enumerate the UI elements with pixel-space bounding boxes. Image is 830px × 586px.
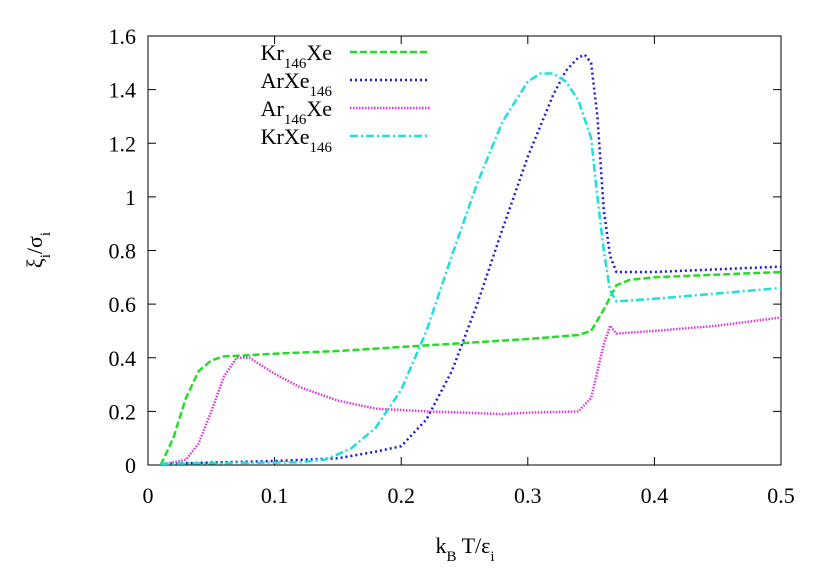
y-tick-label: 0.2: [109, 399, 137, 424]
y-tick-label: 0.4: [109, 346, 137, 371]
x-tick-label: 0.5: [767, 483, 795, 508]
label-part: /σ: [22, 236, 47, 254]
y-axis-label: ξi/σi: [22, 232, 54, 268]
legend-label-part: 146: [284, 56, 307, 72]
legend-label-part: Kr: [261, 40, 285, 65]
legend-label-part: ArXe: [261, 68, 310, 93]
y-tick-label: 1.6: [109, 24, 137, 49]
x-tick-label: 0.2: [387, 483, 415, 508]
series-line: [159, 270, 782, 466]
y-tick-label: 0: [125, 453, 136, 478]
plot-frame: [147, 35, 782, 466]
series-line: [160, 53, 782, 465]
legend-label-part: KrXe: [261, 124, 310, 149]
x-axis-label: kB T/εi: [435, 533, 494, 565]
y-tick-label: 1.4: [109, 78, 137, 103]
legend-label-part: 146: [310, 140, 333, 156]
label-part: B: [446, 549, 456, 565]
y-tick-label: 0.8: [109, 239, 137, 264]
y-tick-label: 1: [125, 185, 136, 210]
legend-label-part: Xe: [306, 96, 332, 121]
legend-label: ArXe146: [261, 68, 333, 100]
legend-label-part: 146: [310, 84, 333, 100]
legend-label-part: Ar: [261, 96, 285, 121]
legend-label: Ar146Xe: [261, 96, 332, 128]
series-line: [160, 316, 782, 467]
x-tick-label: 0.1: [261, 483, 289, 508]
legend-label: KrXe146: [261, 124, 333, 156]
label-part: ξ: [22, 258, 47, 268]
label-part: k: [435, 533, 446, 558]
series-line: [160, 72, 782, 465]
label-part: i: [38, 254, 54, 258]
label-part: i: [490, 549, 494, 565]
x-tick-label: 0.4: [641, 483, 669, 508]
y-tick-label: 0.6: [109, 292, 137, 317]
y-tick-label: 1.2: [109, 131, 137, 156]
x-tick-label: 0: [143, 483, 154, 508]
legend-label-part: 146: [284, 112, 307, 128]
x-tick-label: 0.3: [514, 483, 542, 508]
label-part: i: [38, 232, 54, 236]
legend-label-part: Xe: [306, 40, 332, 65]
label-part: T/ε: [456, 533, 490, 558]
legend-label: Kr146Xe: [261, 40, 332, 72]
